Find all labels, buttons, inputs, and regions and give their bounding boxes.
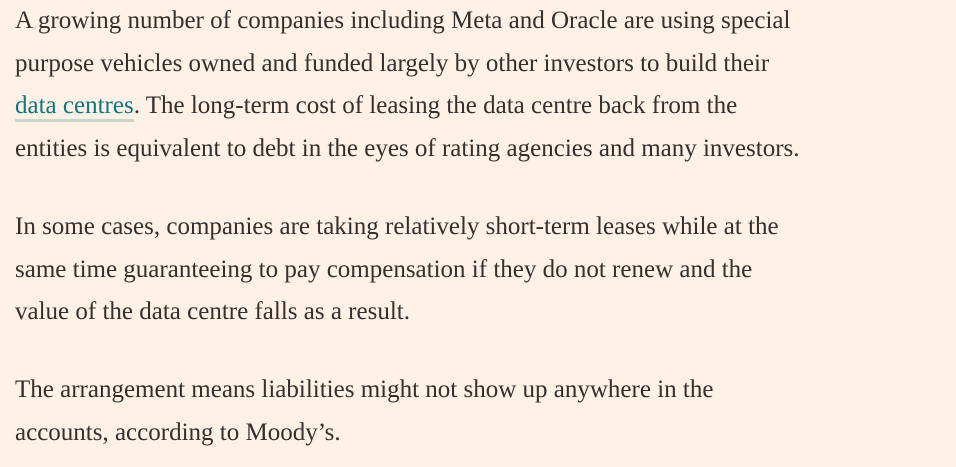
text-line: value of the data centre falls as a resu… — [15, 298, 410, 326]
data-centres-link[interactable]: data centres — [15, 92, 134, 123]
text-line: accounts, according to Moody’s. — [15, 418, 341, 446]
text-line: data centres. The long-term cost of leas… — [15, 85, 956, 128]
text-line: purpose vehicles owned and funded largel… — [15, 49, 770, 77]
text-line: same time guaranteeing to pay compensati… — [15, 255, 753, 283]
text-fragment: . The long-term cost of leasing the data… — [133, 92, 738, 120]
paragraph-2: In some cases, companies are taking rela… — [15, 206, 956, 334]
text-line: A growing number of companies including … — [15, 7, 791, 34]
paragraph-1: A growing number of companies including … — [15, 0, 956, 171]
text-line: In some cases, companies are taking rela… — [15, 212, 779, 240]
text-line: entities is equivalent to debt in the ey… — [15, 135, 800, 163]
article-body: A growing number of companies including … — [15, 0, 956, 454]
text-line: The arrangement means liabilities might … — [15, 375, 714, 403]
paragraph-3: The arrangement means liabilities might … — [15, 369, 956, 454]
